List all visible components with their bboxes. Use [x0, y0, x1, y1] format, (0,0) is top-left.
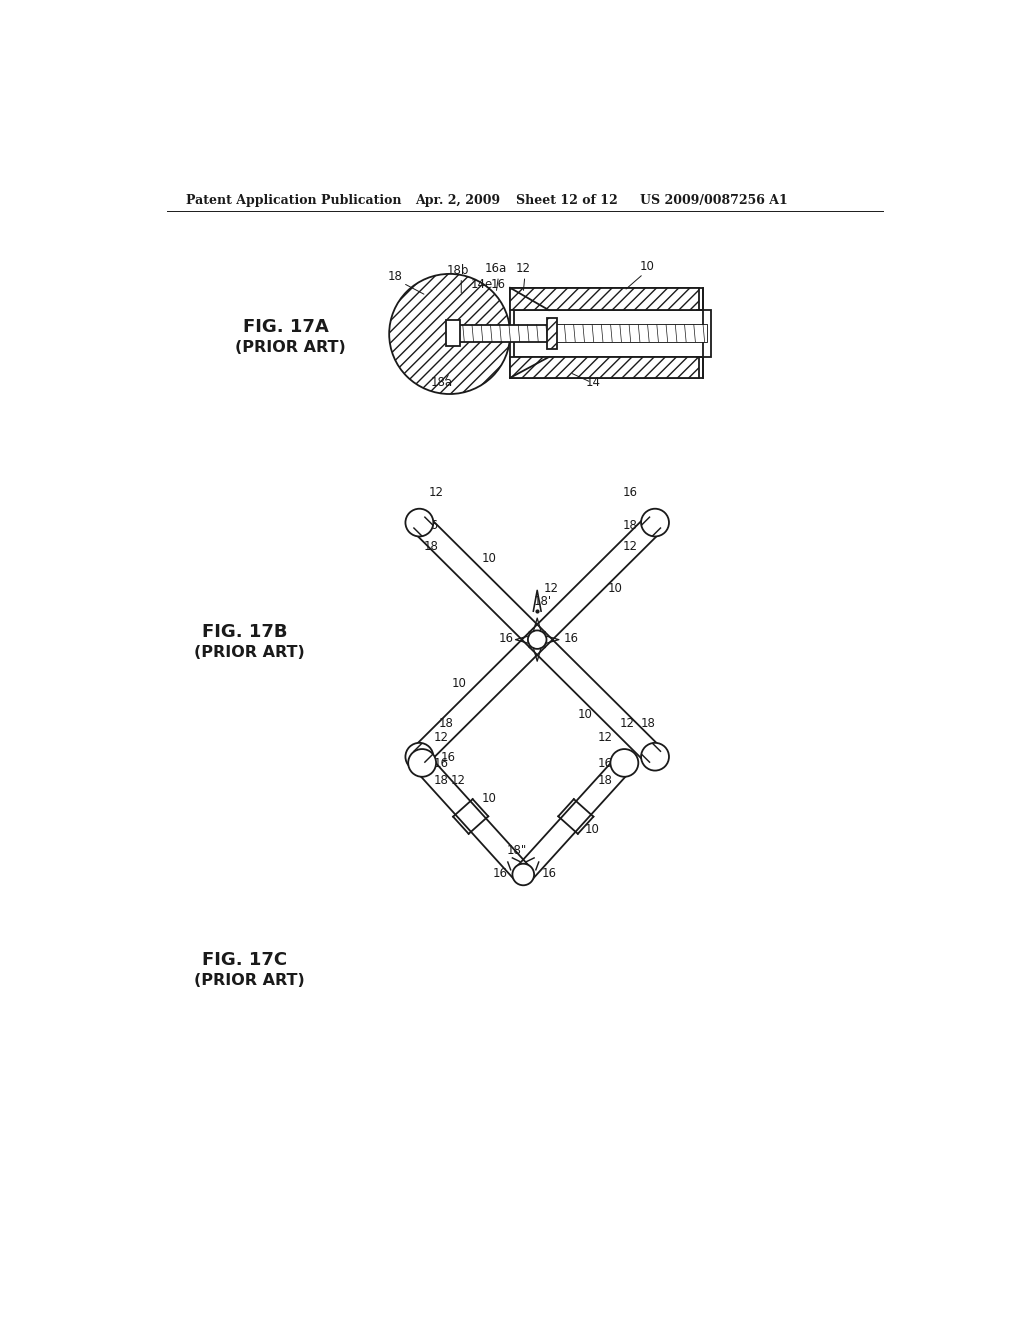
Circle shape — [389, 275, 510, 393]
Text: Apr. 2, 2009: Apr. 2, 2009 — [415, 194, 500, 207]
Text: 12: 12 — [434, 731, 449, 744]
Text: 16: 16 — [623, 756, 638, 770]
Text: 16: 16 — [563, 632, 579, 645]
Text: 16: 16 — [623, 486, 638, 499]
Text: 16: 16 — [493, 867, 507, 880]
Bar — [547, 318, 557, 348]
Bar — [557, 325, 707, 342]
Bar — [514, 310, 711, 358]
Circle shape — [406, 743, 433, 771]
Text: 16: 16 — [434, 756, 449, 770]
Text: 16a: 16a — [485, 263, 507, 276]
Text: 18: 18 — [623, 519, 637, 532]
Text: 16: 16 — [441, 751, 456, 763]
Bar — [510, 288, 703, 378]
Text: (PRIOR ART): (PRIOR ART) — [194, 645, 304, 660]
Text: 10: 10 — [585, 822, 600, 836]
Circle shape — [409, 748, 436, 776]
Text: FIG. 17B: FIG. 17B — [202, 623, 287, 642]
Text: FIG. 17A: FIG. 17A — [243, 318, 329, 335]
Text: 10: 10 — [482, 552, 497, 565]
Text: 16: 16 — [597, 756, 612, 770]
Circle shape — [610, 748, 638, 776]
Text: 16: 16 — [423, 519, 438, 532]
Text: 18: 18 — [434, 775, 449, 788]
Text: 16: 16 — [499, 632, 513, 645]
Bar — [450, 325, 707, 342]
Text: 18: 18 — [597, 775, 612, 788]
Bar — [510, 358, 699, 378]
Text: 12: 12 — [623, 540, 638, 553]
Text: 16: 16 — [490, 277, 506, 290]
Text: 18: 18 — [641, 718, 656, 730]
Text: (PRIOR ART): (PRIOR ART) — [234, 341, 346, 355]
Text: 18: 18 — [438, 718, 454, 730]
Text: 16: 16 — [542, 867, 557, 880]
Text: Sheet 12 of 12: Sheet 12 of 12 — [515, 194, 617, 207]
Text: 14: 14 — [586, 376, 600, 389]
Text: US 2009/0087256 A1: US 2009/0087256 A1 — [640, 194, 787, 207]
Text: 18': 18' — [534, 595, 552, 609]
Text: Patent Application Publication: Patent Application Publication — [186, 194, 401, 207]
Text: 10: 10 — [608, 582, 623, 595]
Text: 12: 12 — [516, 263, 530, 276]
Text: 12: 12 — [429, 486, 443, 499]
Text: FIG. 17C: FIG. 17C — [202, 952, 287, 969]
Text: 18": 18" — [507, 845, 527, 858]
Circle shape — [641, 743, 669, 771]
Circle shape — [641, 508, 669, 536]
Text: 14e: 14e — [471, 277, 494, 290]
Text: (PRIOR ART): (PRIOR ART) — [194, 973, 304, 989]
Text: 18b: 18b — [446, 264, 469, 277]
Circle shape — [528, 631, 547, 649]
Text: 18: 18 — [423, 540, 438, 553]
Text: 10: 10 — [481, 792, 496, 805]
Text: 12: 12 — [544, 582, 558, 595]
Bar — [445, 321, 460, 346]
Text: 10: 10 — [578, 708, 592, 721]
Text: 12: 12 — [597, 731, 612, 744]
Text: 18: 18 — [388, 271, 402, 282]
Text: 10: 10 — [640, 260, 654, 273]
Text: 12: 12 — [451, 774, 465, 787]
Text: 10: 10 — [452, 677, 466, 690]
Circle shape — [406, 508, 433, 536]
Bar — [510, 288, 699, 310]
Circle shape — [512, 863, 535, 886]
Text: 12: 12 — [621, 718, 635, 730]
Text: 18a: 18a — [431, 376, 453, 389]
